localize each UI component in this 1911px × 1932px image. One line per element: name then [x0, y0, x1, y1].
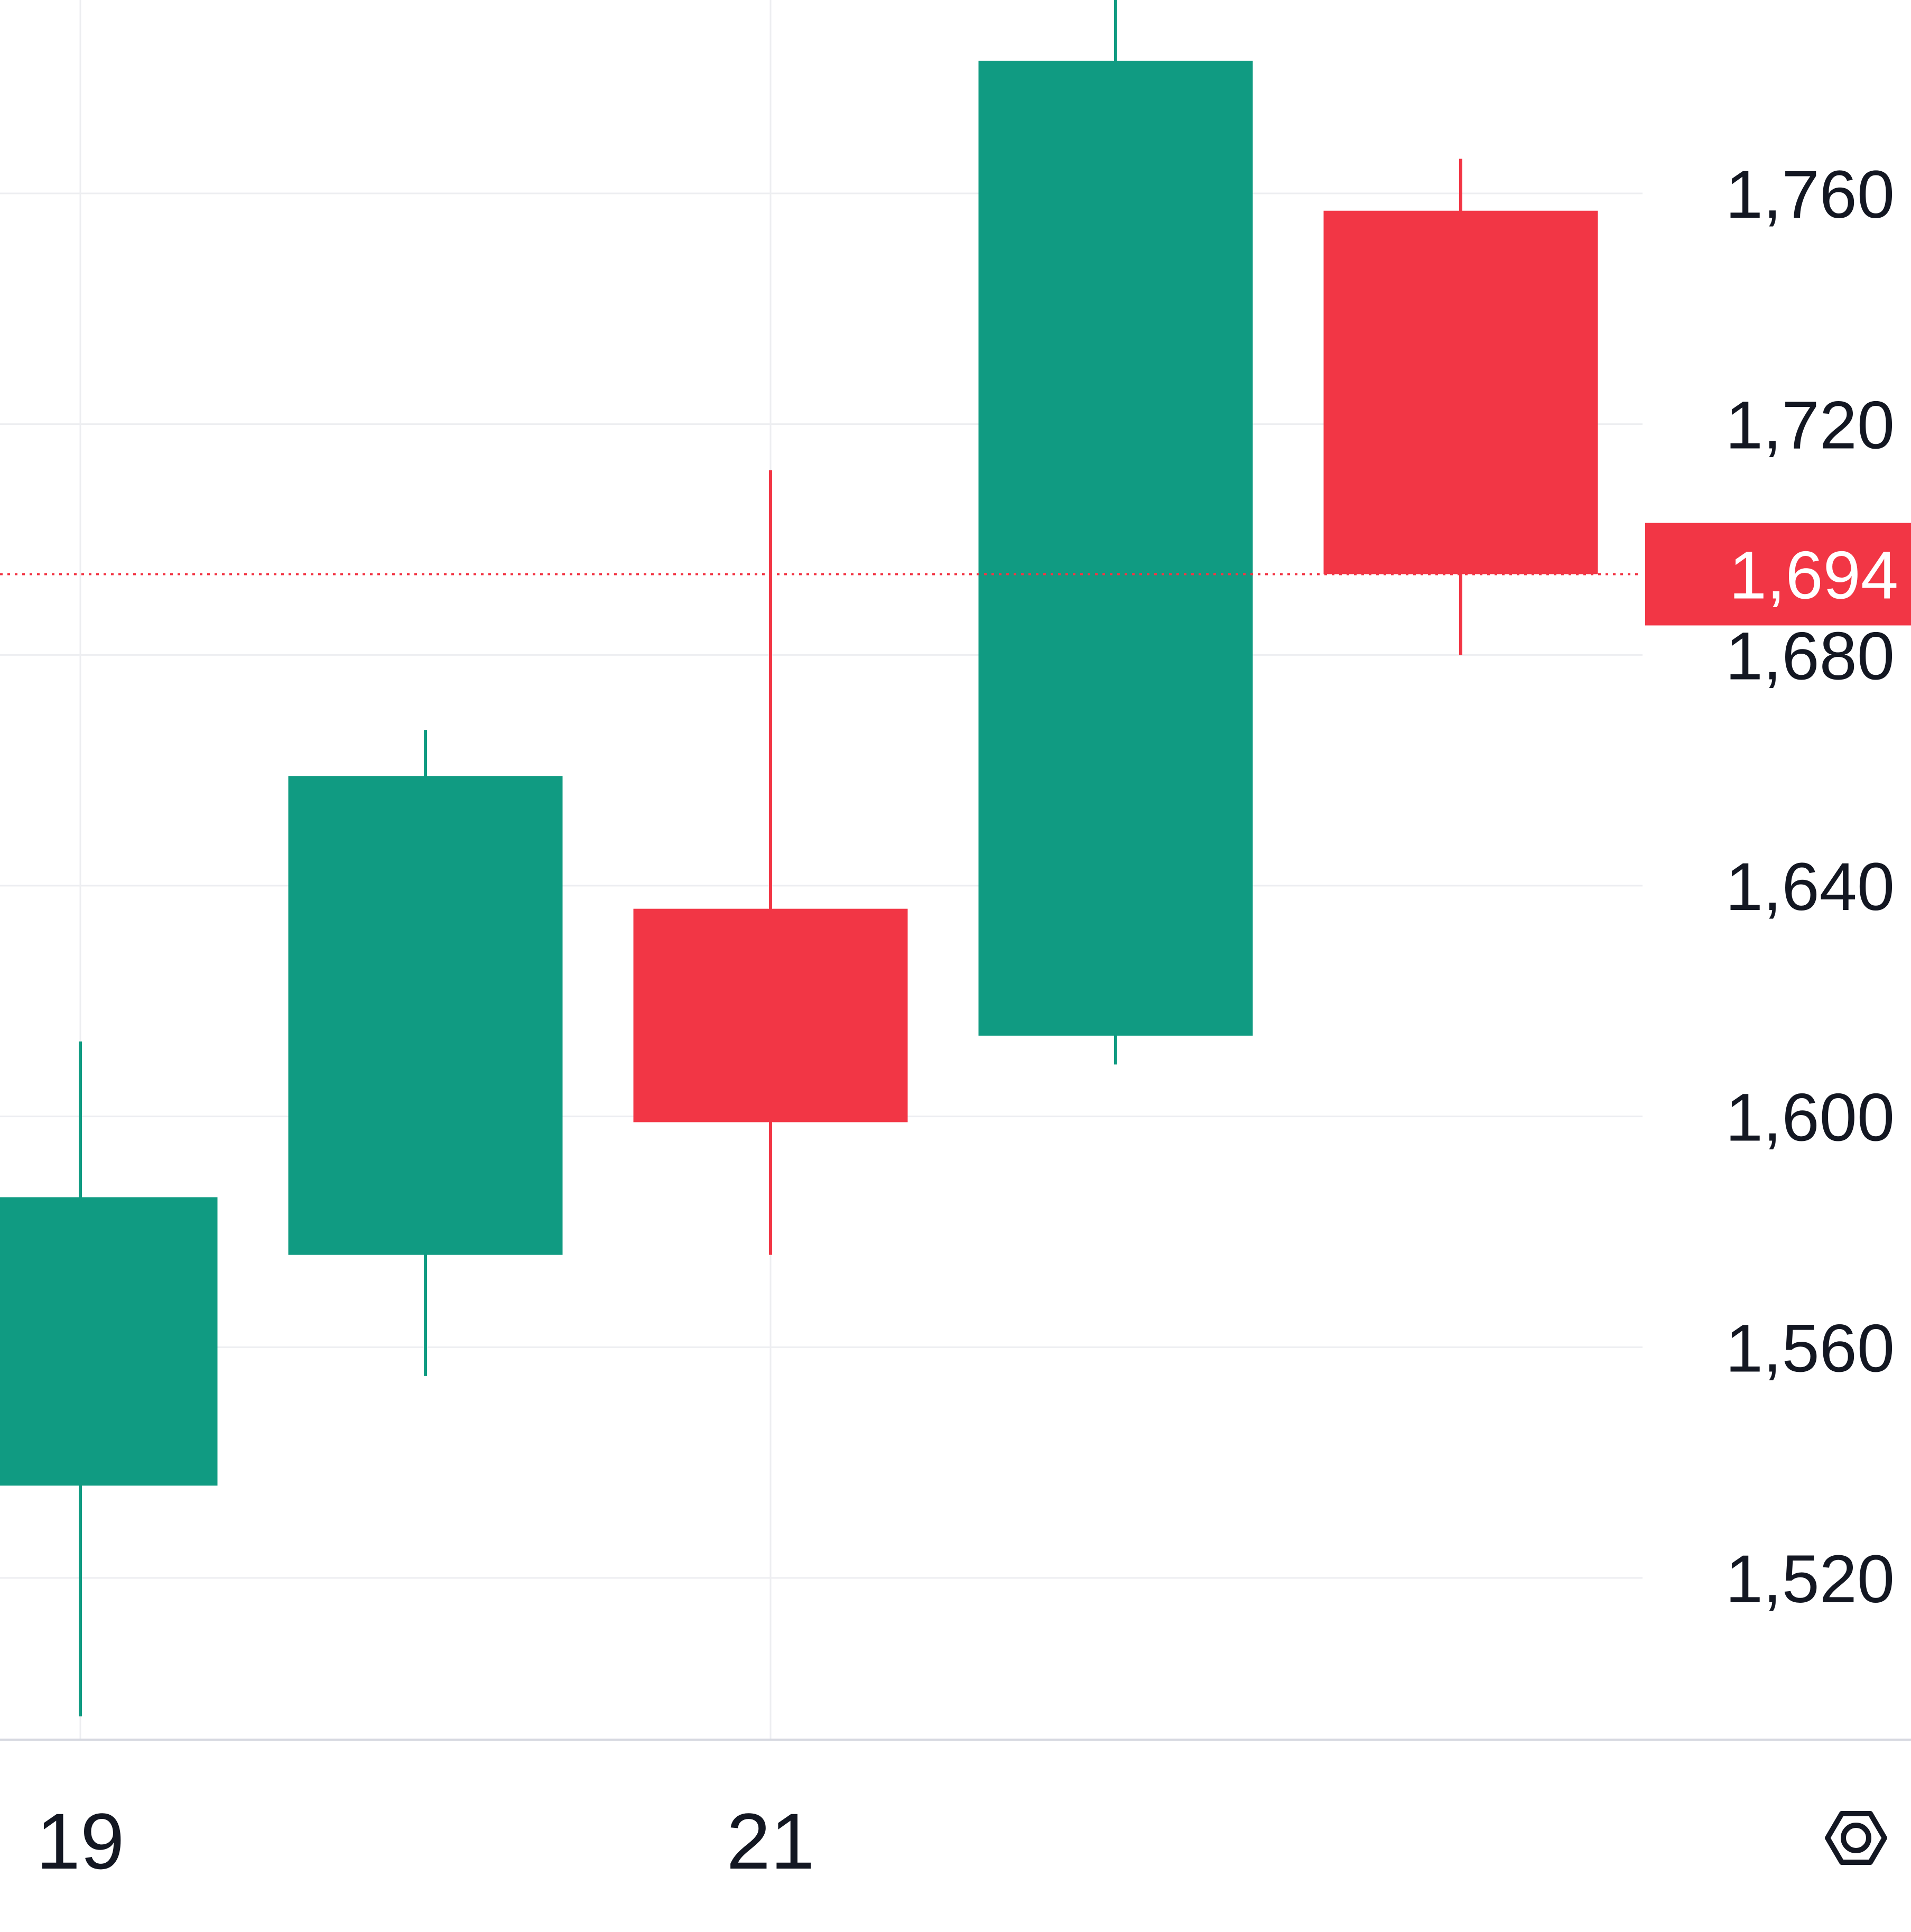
y-tick-label: 1,760 [1726, 157, 1895, 233]
candle-body [0, 1197, 218, 1486]
axes: 1,520 1,560 1,600 1,640 1,680 1,720 1,760 19 21 1… [0, 157, 1911, 1885]
candle[interactable] [288, 730, 563, 1376]
candle-body [978, 60, 1253, 1036]
y-tick-label: 1,720 [1726, 388, 1895, 463]
y-tick-label: 1,640 [1726, 849, 1895, 925]
candles [0, 0, 1598, 1716]
candle[interactable] [1323, 159, 1598, 655]
y-tick-label: 1,600 [1726, 1080, 1895, 1156]
y-tick-label: 1,520 [1726, 1541, 1895, 1617]
candle[interactable] [978, 0, 1253, 1065]
x-tick-label: 19 [36, 1797, 125, 1885]
candle-body [288, 776, 563, 1255]
y-tick-label: 1,560 [1726, 1311, 1895, 1386]
settings-hexagon-icon [1825, 1811, 1887, 1865]
candle-body [1323, 210, 1598, 574]
candle[interactable] [0, 1041, 218, 1716]
candle-body [633, 908, 908, 1122]
x-tick-label: 21 [727, 1797, 815, 1885]
chart-settings-button[interactable] [1803, 1785, 1909, 1891]
last-price-tag-bg [1645, 523, 1911, 626]
last-price-tag: 1,694 [1645, 523, 1911, 626]
last-price-tag-text: 1,694 [1729, 538, 1898, 614]
candle[interactable] [633, 470, 908, 1255]
y-tick-label: 1,680 [1726, 618, 1895, 694]
